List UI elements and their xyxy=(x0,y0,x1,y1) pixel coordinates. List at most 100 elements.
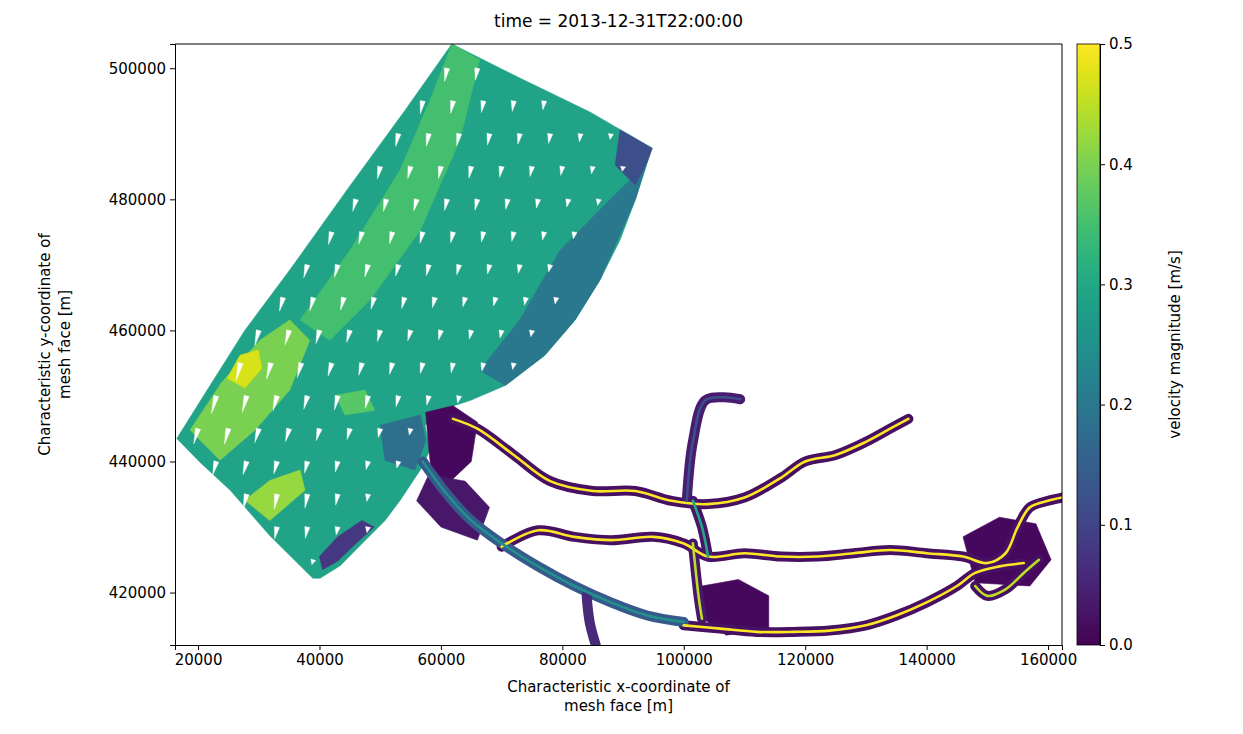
river-channel xyxy=(684,563,1024,632)
velocity-arrow xyxy=(213,461,219,475)
y-tick: 480000 xyxy=(109,191,175,209)
velocity-arrow xyxy=(511,232,516,242)
chart-svg: 2000040000600008000010000012000014000016… xyxy=(0,0,1243,734)
x-tick: 40000 xyxy=(296,645,344,669)
velocity-arrow xyxy=(366,526,371,532)
velocity-arrow xyxy=(305,494,310,508)
velocity-arrow xyxy=(255,428,261,443)
colorbar-axis-line xyxy=(1101,45,1106,646)
y-axis-line xyxy=(170,45,176,646)
velocity-arrow xyxy=(194,428,201,444)
velocity-arrow xyxy=(242,395,249,412)
velocity-arrow xyxy=(310,297,316,311)
velocity-arrow xyxy=(444,68,449,82)
y-tick-mark xyxy=(170,461,175,462)
x-tick-label: 60000 xyxy=(418,651,466,669)
spine-top xyxy=(175,44,1062,45)
velocity-arrow xyxy=(469,166,474,178)
x-tick: 120000 xyxy=(777,645,834,669)
velocity-arrow xyxy=(335,461,340,472)
colorbar xyxy=(1077,44,1100,645)
velocity-arrow xyxy=(211,395,218,413)
velocity-arrow xyxy=(224,428,231,444)
velocity-arrow xyxy=(359,363,365,376)
mesh-cell xyxy=(615,130,652,185)
colorbar-tick-mark xyxy=(1100,405,1105,406)
y-tick-label: 460000 xyxy=(109,322,166,340)
rivers xyxy=(423,397,1062,645)
river-channel xyxy=(693,543,702,618)
velocity-arrow xyxy=(438,330,443,340)
velocity-arrow xyxy=(499,330,504,338)
x-axis-title: mesh face [m] xyxy=(564,697,673,715)
x-tick-mark xyxy=(927,645,928,650)
velocity-arrow xyxy=(286,428,292,442)
velocity-arrow xyxy=(499,166,504,177)
colorbar-tick-label: 0.2 xyxy=(1109,396,1133,414)
x-axis-title: Characteristic x-coordinate of xyxy=(507,678,730,696)
x-tick: 100000 xyxy=(656,645,713,669)
velocity-arrow xyxy=(414,199,419,211)
x-tick-label: 100000 xyxy=(656,651,713,669)
velocity-arrow xyxy=(432,297,437,308)
x-tick-mark xyxy=(319,645,320,650)
y-tick-mark xyxy=(170,68,175,69)
velocity-arrow xyxy=(517,264,522,273)
velocity-arrow xyxy=(408,330,413,341)
river-band xyxy=(687,397,740,501)
y-axis: 420000440000460000480000500000 xyxy=(109,45,176,646)
colorbar-tick: 0.3 xyxy=(1100,276,1133,294)
velocity-arrow xyxy=(529,330,534,337)
velocity-arrow xyxy=(274,494,279,510)
y-tick: 500000 xyxy=(109,60,175,78)
velocity-arrow xyxy=(378,428,383,437)
river-channel xyxy=(453,419,908,504)
velocity-arrow xyxy=(596,199,601,206)
colorbar-tick-label: 0.4 xyxy=(1109,156,1133,174)
velocity-arrow xyxy=(408,166,413,179)
velocity-arrow xyxy=(408,428,413,435)
spine-right xyxy=(1062,44,1063,645)
x-tick-label: 40000 xyxy=(296,651,344,669)
chart-root: 2000040000600008000010000012000014000016… xyxy=(0,0,1243,734)
velocity-arrow xyxy=(273,395,280,410)
velocity-arrow xyxy=(316,428,322,441)
river-channel xyxy=(687,397,740,501)
colorbar-tick-mark xyxy=(1100,525,1105,526)
velocity-arrow xyxy=(366,461,371,470)
velocity-arrow xyxy=(529,166,534,177)
velocity-arrow xyxy=(353,199,359,212)
velocity-arrow xyxy=(243,461,249,475)
colorbar-tick-mark xyxy=(1100,44,1105,45)
velocity-arrow xyxy=(420,363,425,374)
velocity-arrow xyxy=(390,363,395,375)
velocity-arrow xyxy=(335,264,341,277)
velocity-arrow xyxy=(457,264,462,275)
plot-background xyxy=(175,44,1062,645)
velocity-arrow xyxy=(554,297,559,304)
velocity-arrow xyxy=(590,166,595,174)
colorbar-tick-mark xyxy=(1100,284,1105,285)
cells xyxy=(177,44,1051,635)
velocity-arrow xyxy=(426,264,431,275)
velocity-arrow xyxy=(578,133,583,141)
velocity-arrow xyxy=(236,363,243,381)
y-tick-mark xyxy=(170,593,175,594)
y-tick: 420000 xyxy=(109,584,175,602)
velocity-arrow xyxy=(426,395,431,405)
velocity-arrow xyxy=(548,264,553,272)
velocity-arrow xyxy=(304,395,310,409)
velocity-arrow xyxy=(311,559,316,565)
velocity-arrow xyxy=(390,231,395,243)
velocity-arrow xyxy=(341,297,347,310)
velocity-arrow xyxy=(469,330,474,339)
velocity-arrow xyxy=(328,231,334,244)
x-axis-line xyxy=(176,646,1063,651)
y-tick: 460000 xyxy=(109,322,175,340)
x-tick: 160000 xyxy=(1020,645,1077,669)
colorbar-tick: 0.5 xyxy=(1100,35,1133,53)
velocity-arrow xyxy=(347,428,352,439)
river-band xyxy=(453,419,908,504)
velocity-arrow xyxy=(560,166,565,175)
velocity-arrow xyxy=(475,199,480,210)
